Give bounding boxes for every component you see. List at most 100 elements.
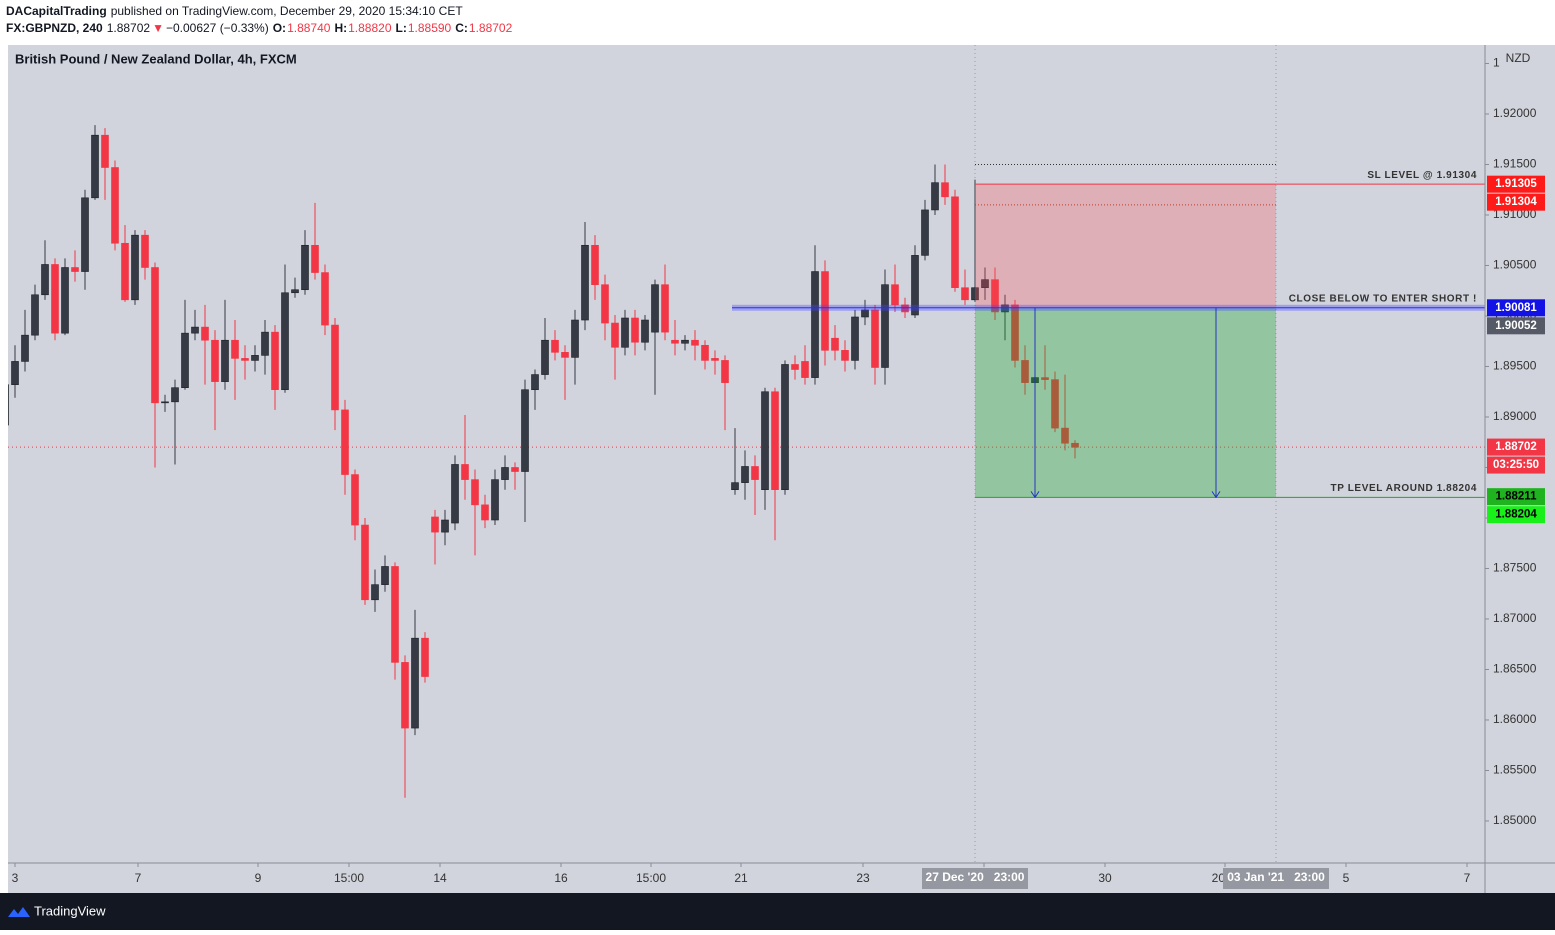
candle-body — [8, 384, 9, 426]
candle-body — [701, 344, 709, 361]
candle-body — [271, 331, 279, 391]
x-tick-label: 7 — [1464, 871, 1471, 885]
y-tick-label: 1.89500 — [1493, 359, 1537, 373]
price-label: 1.90081 — [1495, 302, 1537, 314]
price-label-box — [1487, 438, 1545, 456]
candle-body — [781, 364, 789, 491]
price-label: 1.91305 — [1495, 178, 1537, 190]
price-label-box — [1487, 175, 1545, 193]
target-arrow — [1030, 307, 1040, 499]
candle-body — [721, 360, 729, 383]
price-label: 1.91304 — [1495, 196, 1537, 208]
candle-body — [311, 244, 319, 273]
ohlc-label: O: — [273, 21, 286, 35]
header-line: FX:GBPNZD, 240 1.88702 ▼ −0.00627 (−0.33%) O… — [6, 21, 513, 35]
candle-body — [51, 264, 59, 334]
x-tick-label: 21 — [734, 871, 748, 885]
candle-body — [681, 339, 689, 344]
target-zone — [975, 307, 1276, 498]
change: −0.00627 (−0.33%) — [166, 21, 269, 35]
x-tick-label: 9 — [255, 871, 262, 885]
candle-body — [181, 332, 189, 388]
candle-body — [651, 284, 659, 333]
candle-body — [941, 182, 949, 198]
ohlc-value: 1.88590 — [408, 21, 452, 35]
candle-body — [201, 326, 209, 341]
candle-body — [391, 566, 399, 663]
candle-body — [251, 355, 259, 361]
y-tick-label: 1.90500 — [1493, 258, 1537, 272]
date-label: 27 Dec '20 23:00 — [926, 870, 1025, 884]
candle-body — [141, 234, 149, 268]
candle-body — [871, 309, 879, 368]
price-label-box — [1487, 193, 1545, 211]
candle-body — [901, 304, 909, 313]
candle-body — [401, 662, 409, 729]
candle-body — [951, 196, 959, 289]
candle-body — [11, 361, 19, 385]
brand: TradingView — [34, 903, 106, 918]
ohlc-label: C: — [455, 21, 468, 35]
candle-body — [291, 289, 299, 294]
candle-body — [151, 267, 159, 404]
author: DACapitalTrading — [6, 4, 107, 18]
last-price: 1.88702 — [107, 21, 151, 35]
candle-body — [861, 309, 869, 318]
price-label: 1.88211 — [1496, 491, 1538, 503]
candle-body — [21, 334, 29, 362]
price-label: 1.88702 — [1495, 441, 1537, 453]
candle-body — [601, 284, 609, 324]
x-tick-label: 15:00 — [334, 871, 364, 885]
candle-body — [751, 466, 759, 480]
candle-body — [71, 267, 79, 272]
candle-body — [331, 324, 339, 411]
y-tick-label: 1.86000 — [1493, 712, 1537, 726]
candle-body — [101, 134, 109, 168]
candle-body — [451, 464, 459, 524]
countdown-box — [1487, 456, 1545, 474]
candle-body — [171, 387, 179, 403]
y-unit: NZD — [1506, 51, 1531, 65]
candle-body — [591, 244, 599, 285]
y-tick-label: 1.92000 — [1493, 106, 1537, 120]
y-tick-label: 1.86500 — [1493, 662, 1537, 676]
y-tick-label: 1.85000 — [1493, 813, 1537, 827]
candle-body — [131, 234, 139, 301]
candle-body — [631, 317, 639, 343]
ohlc-value: 1.88820 — [348, 21, 392, 35]
price-label-box — [1487, 488, 1545, 506]
x-tick-label: 30 — [1098, 871, 1112, 885]
candle-body — [691, 339, 699, 346]
candle-body — [241, 358, 249, 361]
candle-body — [461, 464, 469, 480]
candle-body — [301, 244, 309, 291]
candle-body — [791, 364, 799, 370]
candle-body — [641, 319, 649, 343]
ohlc-value: 1.88740 — [287, 21, 331, 35]
brand-logo — [8, 907, 30, 917]
candle-body — [541, 339, 549, 375]
candle-body — [341, 409, 349, 475]
level-annotation: SL LEVEL @ 1.91304 — [1367, 170, 1477, 181]
level-annotation: CLOSE BELOW TO ENTER SHORT ! — [1289, 293, 1477, 304]
candle-body — [501, 467, 509, 480]
candle-body — [831, 337, 839, 351]
price-label-box — [1487, 317, 1545, 335]
candle-body — [761, 391, 769, 491]
candle-body — [881, 284, 889, 368]
x-tick-label: 16 — [554, 871, 568, 885]
candle-body — [351, 474, 359, 526]
candle-body — [1051, 379, 1059, 429]
date-label-box — [1223, 868, 1329, 889]
price-label-box — [1487, 299, 1545, 317]
candle-body — [411, 637, 419, 729]
candle-body — [1061, 427, 1069, 444]
y-tick-label: 1.85500 — [1493, 763, 1537, 777]
candle-body — [511, 467, 519, 472]
ohlc-label: H: — [334, 21, 347, 35]
header-line: DACapitalTrading published on TradingView… — [6, 4, 463, 18]
y-tick-label: 1.87000 — [1493, 611, 1537, 625]
candle-body — [111, 167, 119, 244]
